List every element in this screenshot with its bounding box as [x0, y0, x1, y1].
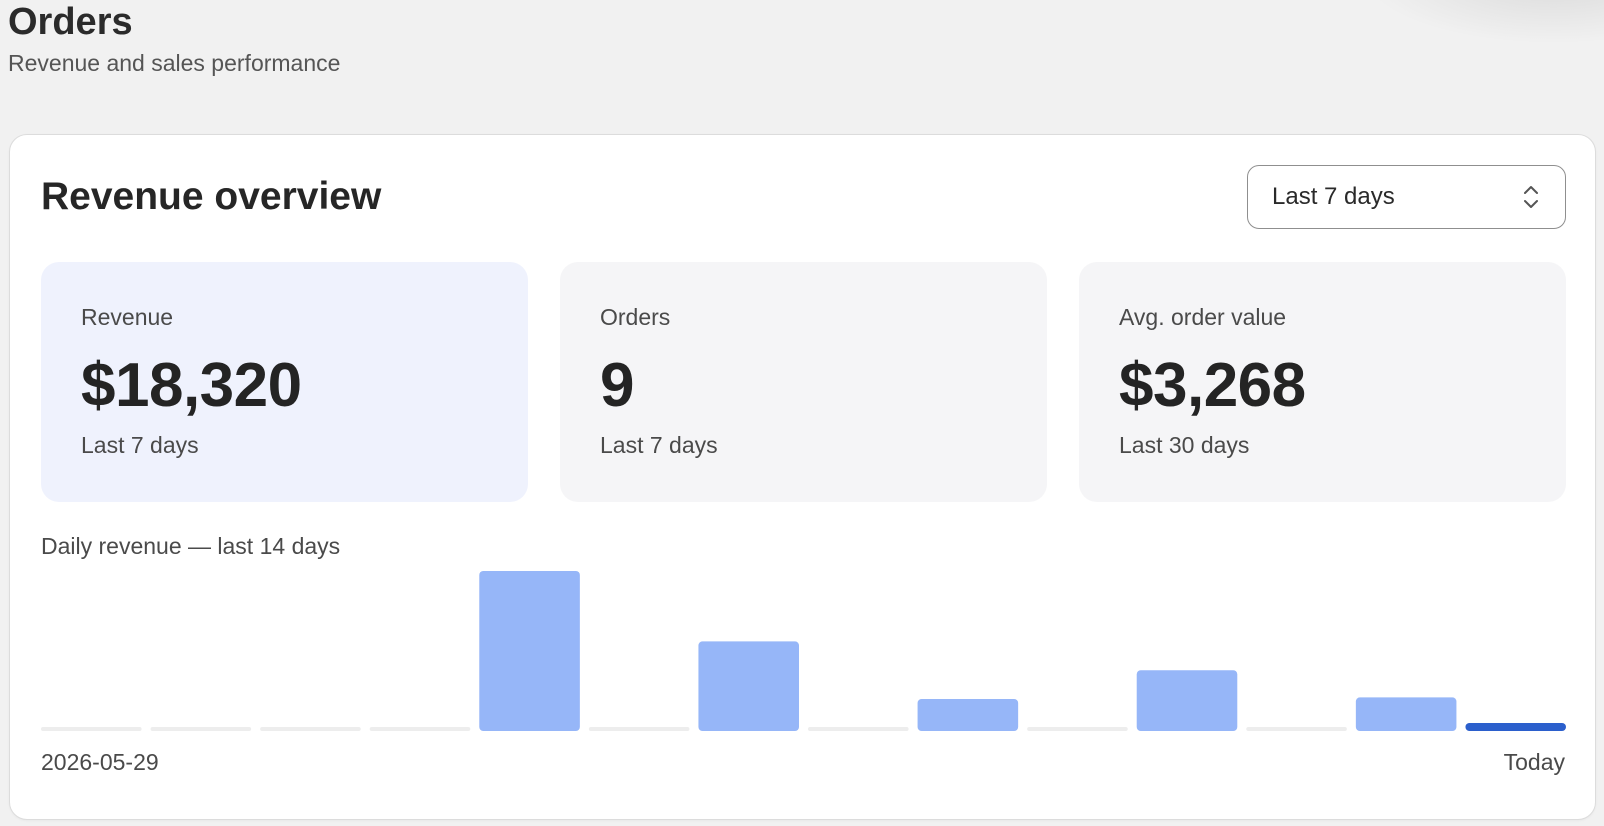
- page-title: Orders: [8, 1, 133, 43]
- chart-bar: [808, 727, 909, 731]
- chart-bar: [479, 571, 580, 731]
- x-axis-end-label: Today: [1503, 749, 1565, 775]
- chart-bar: [588, 727, 690, 731]
- chart-bar: [1465, 723, 1566, 731]
- chart-bar: [1027, 727, 1128, 731]
- chart-bar: [1246, 727, 1347, 731]
- stat-card-orders: Orders 9 Last 7 days: [560, 262, 1047, 502]
- chart-bar: [1355, 697, 1457, 731]
- chart-bar: [917, 699, 1019, 731]
- stat-period: Last 30 days: [1119, 432, 1250, 458]
- page-subtitle: Revenue and sales performance: [8, 50, 341, 76]
- stat-label: Avg. order value: [1119, 304, 1287, 330]
- corner-shadow: [1344, 0, 1604, 50]
- date-range-value: Last 7 days: [1272, 183, 1395, 210]
- stat-period: Last 7 days: [81, 432, 199, 458]
- stat-value: $18,320: [81, 351, 302, 420]
- chevron-up-down-icon: [1524, 186, 1538, 208]
- stat-value: $3,268: [1119, 351, 1306, 420]
- stat-card-avg-order-value: Avg. order value $3,268 Last 30 days: [1079, 262, 1566, 502]
- chart-bar: [698, 641, 799, 731]
- stat-label: Orders: [600, 304, 671, 330]
- stat-value: 9: [600, 351, 634, 420]
- revenue-overview-card: Revenue overview Last 7 days Revenue $18…: [9, 134, 1596, 820]
- x-axis-start-label: 2026-05-29: [41, 749, 159, 775]
- daily-revenue-chart: [41, 571, 1566, 731]
- stat-card-revenue: Revenue $18,320 Last 7 days: [41, 262, 528, 502]
- date-range-select[interactable]: Last 7 days: [1247, 165, 1566, 229]
- chart-bar: [150, 727, 252, 731]
- stat-label: Revenue: [81, 304, 174, 330]
- chart-bar: [41, 727, 142, 731]
- page-header: Orders Revenue and sales performance: [8, 0, 340, 77]
- chart-bar: [1136, 670, 1238, 731]
- bar-chart-svg: [41, 571, 1566, 731]
- chart-title: Daily revenue — last 14 days: [41, 533, 341, 559]
- card-title: Revenue overview: [41, 175, 382, 218]
- chart-bar: [369, 727, 471, 731]
- stats-row: Revenue $18,320 Last 7 days Orders 9 Las…: [41, 262, 1566, 502]
- stat-period: Last 7 days: [600, 432, 718, 458]
- chart-bar: [260, 727, 361, 731]
